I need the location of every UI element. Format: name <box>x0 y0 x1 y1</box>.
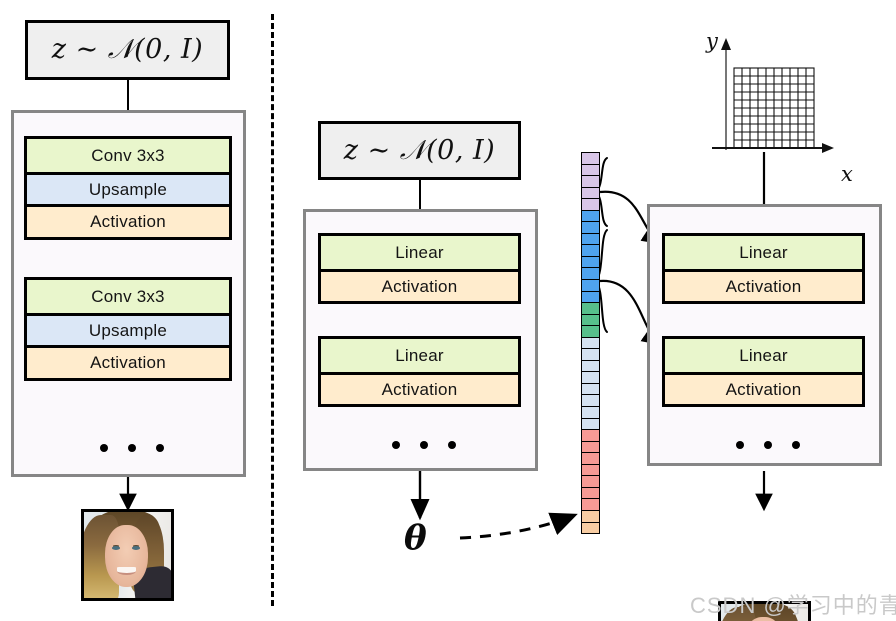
layer-linear: Linear <box>665 236 862 269</box>
theta-cell <box>582 314 599 327</box>
middle-block-2: Linear Activation <box>318 336 521 407</box>
layer-linear: Linear <box>321 236 518 269</box>
theta-cell <box>582 268 599 281</box>
theta-cell <box>582 256 599 269</box>
middle-latent-label: z ∼ 𝒩(0, I) <box>343 134 496 166</box>
left-output-face-image <box>81 509 174 601</box>
theta-cell <box>582 153 599 165</box>
theta-cell <box>582 522 599 534</box>
theta-cell <box>582 430 599 442</box>
theta-cell <box>582 499 599 511</box>
theta-cell <box>582 245 599 257</box>
theta-symbol: θ <box>404 518 427 558</box>
theta-cell <box>582 441 599 454</box>
layer-conv: Conv 3x3 <box>27 280 229 313</box>
watermark: CSDN @学习中的青年 <box>690 593 896 618</box>
layer-linear: Linear <box>665 339 862 372</box>
layer-upsample: Upsample <box>27 313 229 345</box>
theta-cell <box>582 303 599 315</box>
layer-activation: Activation <box>321 269 518 301</box>
right-output-face-image <box>718 601 811 621</box>
layer-conv: Conv 3x3 <box>27 139 229 172</box>
coordinate-grid <box>712 38 834 153</box>
left-latent-box: z ∼ 𝒩(0, I) <box>25 20 230 80</box>
theta-cell <box>582 510 599 523</box>
theta-cell <box>582 210 599 223</box>
theta-cell <box>582 164 599 177</box>
right-block-2: Linear Activation <box>662 336 865 407</box>
right-block-1: Linear Activation <box>662 233 865 304</box>
right-ellipsis <box>736 441 800 449</box>
middle-latent-box: z ∼ 𝒩(0, I) <box>318 121 521 180</box>
theta-cell <box>582 418 599 431</box>
layer-activation: Activation <box>665 372 862 404</box>
grid-x-axis-label: x <box>841 162 853 186</box>
theta-cell <box>582 222 599 234</box>
middle-block-1: Linear Activation <box>318 233 521 304</box>
layer-activation: Activation <box>321 372 518 404</box>
theta-cell <box>582 187 599 200</box>
theta-cell <box>582 326 599 338</box>
left-latent-label: z ∼ 𝒩(0, I) <box>51 34 204 65</box>
theta-cell <box>582 280 599 292</box>
left-block-2: Conv 3x3 Upsample Activation <box>24 277 232 381</box>
theta-cell <box>582 372 599 384</box>
theta-cell <box>582 360 599 373</box>
theta-cell <box>582 487 599 500</box>
theta-cell <box>582 337 599 350</box>
theta-cell <box>582 407 599 419</box>
theta-cell <box>582 383 599 396</box>
theta-cell <box>582 291 599 304</box>
left-block-1: Conv 3x3 Upsample Activation <box>24 136 232 240</box>
theta-cell <box>582 464 599 477</box>
theta-cell <box>582 349 599 361</box>
left-ellipsis <box>100 444 164 452</box>
layer-activation: Activation <box>27 204 229 237</box>
theta-cell <box>582 199 599 211</box>
theta-cell <box>582 395 599 408</box>
layer-linear: Linear <box>321 339 518 372</box>
grid-y-axis-label: y <box>706 29 718 53</box>
layer-activation: Activation <box>27 345 229 378</box>
theta-cell <box>582 453 599 465</box>
layer-upsample: Upsample <box>27 172 229 204</box>
panel-divider <box>271 14 274 606</box>
theta-cell <box>582 176 599 188</box>
middle-ellipsis <box>392 441 456 449</box>
theta-parameter-vector <box>581 152 600 534</box>
theta-cell <box>582 476 599 488</box>
layer-activation: Activation <box>665 269 862 301</box>
theta-cell <box>582 233 599 246</box>
